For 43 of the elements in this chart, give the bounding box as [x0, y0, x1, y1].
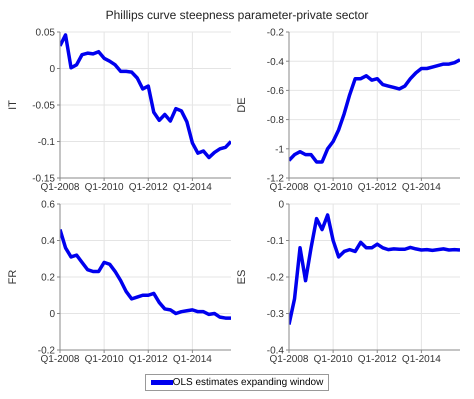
x-tick-label: Q1-2010: [84, 182, 124, 194]
y-tick-label: 0.4: [41, 236, 56, 248]
line-series: [60, 33, 231, 160]
y-axis-title: DE: [236, 97, 248, 113]
x-tick-label: Q1-2014: [402, 182, 442, 194]
x-tick-label: Q1-2010: [84, 354, 124, 366]
x-tick-label: Q1-2014: [172, 182, 212, 194]
y-tick-label: 0: [278, 200, 284, 211]
line-series: [60, 228, 231, 320]
y-tick-label: -0.6: [266, 86, 284, 97]
y-tick-label: -0.05: [32, 100, 56, 112]
x-tick-label: Q1-2010: [314, 182, 354, 194]
y-tick-label: -0.2: [266, 28, 284, 39]
x-tick-label: Q1-2010: [314, 354, 354, 366]
y-axis-title: FR: [6, 270, 19, 284]
y-tick-label: -0.1: [266, 236, 284, 248]
y-tick-label: 0.05: [36, 28, 56, 39]
y-axis-title: ES: [236, 270, 248, 284]
y-tick-label: -0.1: [38, 137, 56, 148]
x-tick-label: Q1-2014: [172, 354, 212, 366]
x-tick-label: Q1-2008: [40, 354, 80, 366]
x-tick-label: Q1-2008: [270, 182, 309, 194]
y-tick-label: 0: [49, 64, 56, 76]
line-series: [289, 213, 460, 326]
y-tick-label: -0.2: [266, 272, 284, 284]
x-tick-label: Q1-2012: [128, 182, 168, 194]
y-tick-label: 0: [49, 309, 56, 320]
y-tick-label: -0.8: [266, 115, 284, 126]
line-series: [289, 58, 460, 164]
y-tick-label: 0.2: [41, 272, 56, 284]
x-tick-label: Q1-2008: [40, 182, 80, 194]
legend-label: OLS estimates expanding window: [172, 377, 324, 388]
y-tick-label: -0.3: [266, 309, 284, 320]
x-tick-label: Q1-2012: [358, 182, 398, 194]
y-tick-label: -1: [275, 144, 284, 156]
x-tick-label: Q1-2012: [358, 354, 398, 366]
x-tick-label: Q1-2012: [128, 354, 168, 366]
y-tick-label: 0.6: [41, 200, 56, 211]
x-tick-label: Q1-2008: [270, 354, 309, 366]
x-tick-label: Q1-2014: [402, 354, 442, 366]
y-tick-label: -0.4: [266, 56, 284, 68]
chart-title: Phillips curve steepness parameter-private sector: [104, 8, 370, 24]
y-axis-title: IT: [6, 100, 19, 110]
